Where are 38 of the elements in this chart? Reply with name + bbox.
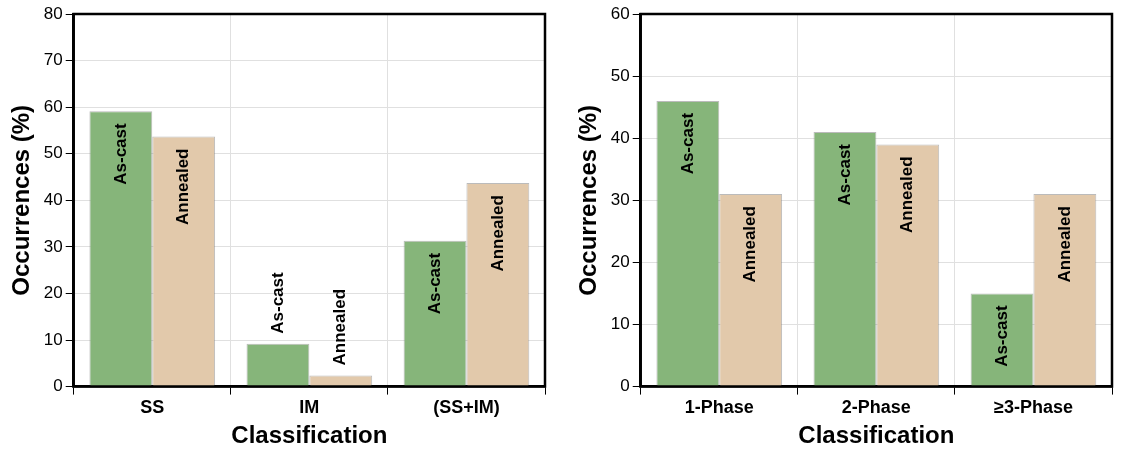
text: Annealed [897, 156, 917, 233]
x-tick-label: 1-Phase [684, 397, 754, 418]
text: As-cast [267, 272, 287, 334]
y-axis-title: Occurrences (%) [574, 104, 602, 296]
x-axis-title: Classification [231, 421, 388, 449]
x-tick-label: 2-Phase [841, 397, 911, 418]
text: As-cast [834, 143, 854, 206]
y-tick-label: 40 [43, 189, 63, 209]
y-tick-label: 80 [43, 3, 63, 23]
y-tick-label: 30 [43, 236, 63, 256]
y-tick-label: 50 [610, 65, 630, 85]
series-label: As-cast [110, 123, 130, 185]
y-tick-label: 20 [43, 283, 63, 303]
y-tick-label: 60 [43, 96, 63, 116]
x-tick-label: SS [140, 397, 165, 418]
x-tick-label: (SS+IM) [433, 397, 500, 418]
y-axis-title: Occurrences (%) [7, 104, 35, 296]
y-tick-label: 50 [43, 143, 63, 163]
series-label: As-cast [677, 112, 697, 175]
text: Annealed [1054, 206, 1074, 283]
x-tick-label: IM [299, 397, 320, 418]
series-label: Annealed [173, 148, 193, 226]
y-tick-label: 10 [610, 314, 630, 334]
y-tick-label: 60 [610, 3, 630, 23]
y-tick-label: 0 [620, 376, 630, 396]
text: As-cast [991, 305, 1011, 367]
y-tick-label: 20 [610, 252, 630, 272]
text: As-cast [424, 252, 444, 315]
y-tick-label: 10 [43, 329, 63, 349]
x-tick-label: ≥3-Phase [993, 397, 1073, 418]
y-tick-label: 0 [53, 376, 63, 396]
text: Annealed [487, 195, 507, 272]
x-axis-title: Classification [798, 421, 955, 449]
y-tick-label: 40 [610, 127, 630, 147]
y-tick-label: 30 [610, 189, 630, 209]
series-label: Annealed [740, 206, 760, 283]
y-tick-label: 70 [43, 50, 63, 70]
text: Annealed [330, 288, 350, 366]
